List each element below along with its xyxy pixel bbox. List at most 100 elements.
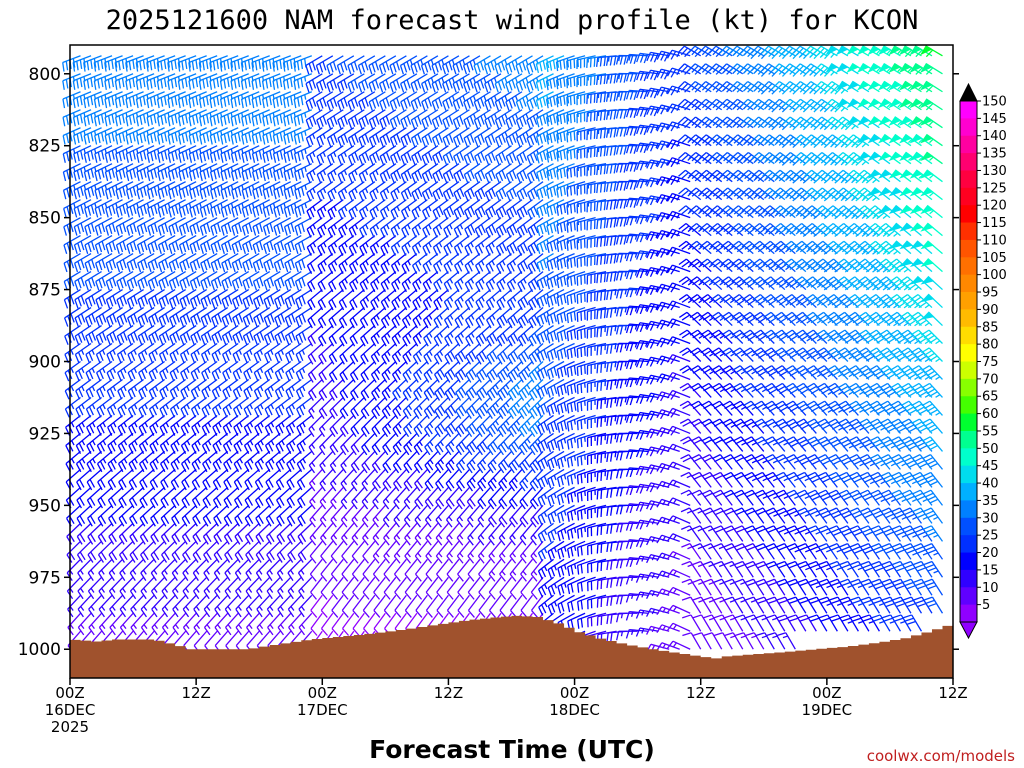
wind-barb-feather bbox=[79, 59, 83, 70]
wind-barb bbox=[77, 594, 92, 618]
wind-barb-feather bbox=[88, 388, 94, 398]
wind-barb-feather bbox=[85, 372, 91, 382]
wind-barb-feather bbox=[89, 424, 95, 434]
wind-barb-feather bbox=[73, 226, 78, 236]
wind-barb-half-feather bbox=[70, 349, 74, 355]
wind-barb-feather bbox=[66, 170, 70, 180]
wind-barb-feather bbox=[76, 61, 79, 71]
wind-barb bbox=[76, 468, 92, 491]
wind-barb-feather bbox=[77, 333, 83, 343]
wind-barb bbox=[77, 576, 92, 600]
wind-barb bbox=[87, 576, 103, 600]
wind-barb-feather bbox=[73, 171, 77, 182]
wind-barb bbox=[85, 378, 102, 400]
wind-barb-feather bbox=[87, 536, 94, 545]
wind-barb bbox=[87, 504, 102, 527]
wind-barb bbox=[74, 289, 92, 309]
wind-barb-feather bbox=[73, 208, 78, 218]
wind-barb bbox=[72, 73, 92, 90]
wind-barb-feather bbox=[76, 554, 83, 563]
wind-barb-half-feather bbox=[80, 587, 84, 593]
wind-barb-feather bbox=[74, 372, 80, 382]
wind-barb-feather bbox=[87, 279, 93, 289]
wind-barb bbox=[72, 55, 92, 72]
wind-barb bbox=[74, 253, 92, 273]
wind-barb bbox=[73, 145, 92, 163]
wind-barb-feather bbox=[63, 226, 67, 236]
wind-barb-feather bbox=[88, 406, 94, 416]
wind-barb-feather bbox=[65, 61, 69, 71]
wind-barb-half-feather bbox=[79, 569, 84, 575]
wind-barb-feather bbox=[77, 351, 83, 361]
wind-barb bbox=[85, 360, 102, 382]
wind-barb-feather bbox=[64, 408, 70, 418]
wind-barb-half-feather bbox=[90, 606, 95, 611]
wind-barb-feather bbox=[79, 497, 85, 506]
wind-barb-feather bbox=[87, 590, 95, 600]
wind-barb-half-feather bbox=[304, 76, 307, 82]
wind-barb-feather bbox=[80, 222, 85, 233]
wind-barb-feather bbox=[87, 554, 94, 563]
wind-barb-feather bbox=[86, 481, 93, 491]
wind-barb-feather bbox=[70, 331, 76, 341]
wind-barb-feather bbox=[76, 151, 80, 162]
wind-barb-half-feather bbox=[81, 422, 85, 428]
wind-barb-feather bbox=[70, 295, 75, 305]
wind-barb-feather bbox=[65, 115, 69, 125]
wind-barb-feather bbox=[74, 317, 79, 327]
wind-barb-feather bbox=[90, 551, 97, 561]
wind-barb bbox=[86, 450, 102, 473]
wind-barb bbox=[77, 612, 92, 636]
wind-barb-feather bbox=[77, 279, 82, 289]
wind-barb-feather bbox=[66, 206, 71, 216]
wind-barb-feather bbox=[76, 481, 82, 491]
wind-barb-feather bbox=[75, 390, 81, 400]
wind-barb-feather bbox=[62, 98, 66, 109]
wind-barb-feather bbox=[86, 445, 92, 454]
wind-barb bbox=[84, 217, 102, 236]
wind-barb bbox=[72, 91, 92, 109]
wind-barb-feather bbox=[80, 204, 84, 215]
wind-barb-half-feather bbox=[91, 386, 96, 392]
wind-barb-feather bbox=[77, 315, 83, 325]
wind-barb-feather bbox=[72, 62, 76, 72]
wind-barb-half-feather bbox=[92, 440, 96, 446]
wind-barb-half-feather bbox=[70, 386, 75, 392]
wind-barb-feather bbox=[78, 460, 85, 470]
wind-barb-feather bbox=[91, 277, 96, 287]
wind-barb-half-feather bbox=[90, 624, 95, 630]
wind-barb-feather bbox=[77, 297, 82, 307]
wind-barb-feather bbox=[83, 58, 86, 68]
wind-barb-half-feather bbox=[70, 367, 74, 374]
wind-barb-half-feather bbox=[91, 349, 95, 355]
wind-barb-half-feather bbox=[80, 624, 85, 630]
wind-barb-half-feather bbox=[92, 458, 96, 464]
wind-barb-feather bbox=[76, 536, 83, 545]
wind-barb-feather bbox=[70, 277, 75, 287]
wind-barb-feather bbox=[77, 627, 85, 636]
wind-barb-feather bbox=[62, 171, 67, 182]
wind-barb bbox=[75, 414, 92, 436]
wind-barb-feather bbox=[74, 354, 80, 364]
wind-barb-feather bbox=[89, 515, 96, 524]
wind-barb-feather bbox=[88, 297, 93, 307]
wind-barb-feather bbox=[78, 442, 84, 452]
wind-barb-half-feather bbox=[90, 587, 95, 593]
wind-barb-half-feather bbox=[73, 203, 76, 209]
wind-barb-feather bbox=[85, 354, 91, 364]
wind-barb-feather bbox=[87, 572, 94, 581]
wind-barb-feather bbox=[73, 153, 77, 163]
wind-barb-feather bbox=[72, 98, 76, 109]
wind-barb bbox=[74, 360, 92, 382]
wind-barb-feather bbox=[65, 97, 69, 107]
wind-barb-half-feather bbox=[81, 404, 85, 410]
wind-barb-feather bbox=[88, 370, 94, 380]
wind-barb-feather bbox=[66, 151, 70, 162]
wind-barb-half-feather bbox=[71, 458, 75, 464]
wind-barb-feather bbox=[80, 241, 85, 251]
wind-barb-feather bbox=[80, 150, 84, 160]
wind-barb-feather bbox=[88, 627, 95, 636]
wind-barb-feather bbox=[86, 463, 92, 473]
wind-barb bbox=[87, 522, 102, 545]
